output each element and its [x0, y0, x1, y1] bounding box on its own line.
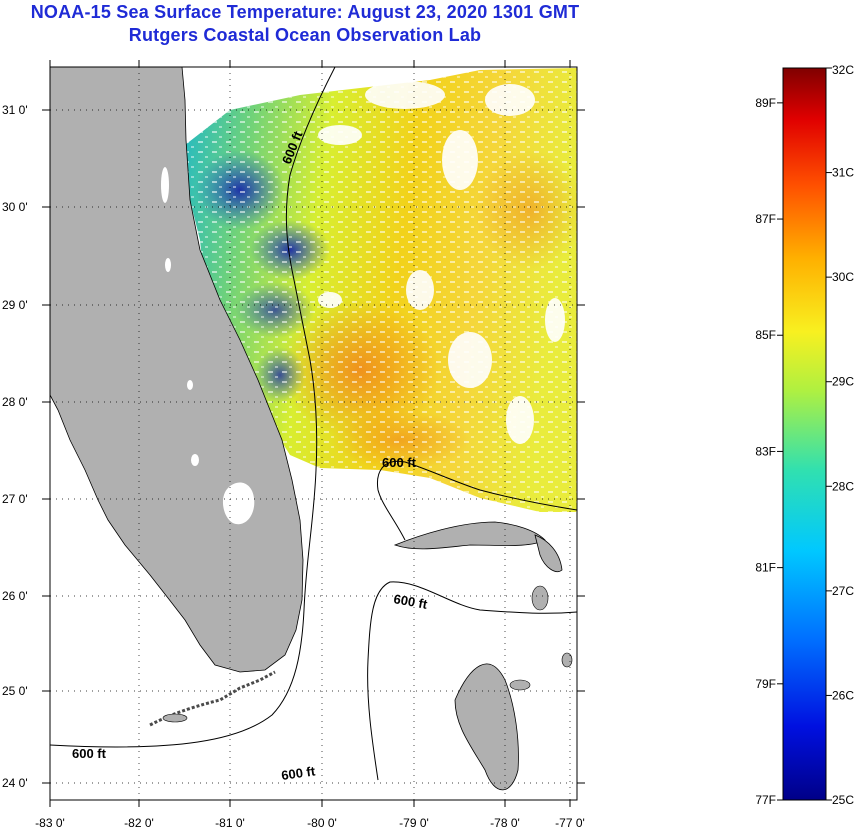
longitude-labels: -83 0' -82 0' -81 0' -80 0' -79 0' -78 0' -77 … [35, 816, 585, 830]
lat-label: 26 0' [2, 589, 28, 603]
lat-label: 28 0' [2, 395, 28, 409]
lat-label: 24 0' [2, 776, 28, 790]
colorbar-c-label: 30C [832, 270, 854, 284]
colorbar-celsius-labels: 32C 31C 30C 29C 28C 27C 26C 25C [826, 63, 854, 807]
isobath-florida-shelf [50, 67, 336, 748]
contour-label: 600 ft [72, 746, 107, 761]
axis-ticks [42, 60, 585, 807]
isobath-little-bahama-bank [376, 460, 577, 541]
colorbar-c-label: 26C [832, 688, 854, 702]
latitude-labels: 31 0' 30 0' 29 0' 28 0' 27 0' 26 0' 25 0' 24 0' [2, 103, 28, 790]
lon-label: -77 0' [555, 816, 585, 830]
lon-label: -82 0' [124, 816, 154, 830]
colorbar-c-label: 31C [832, 166, 854, 180]
colorbar-f-label: 77F [755, 793, 776, 807]
colorbar-c-label: 32C [832, 63, 854, 77]
map-frame [49, 66, 578, 801]
graticule [50, 67, 577, 800]
colorbar-c-label: 25C [832, 793, 854, 807]
lon-label: -79 0' [399, 816, 429, 830]
isobath-great-bahama-bank [367, 581, 577, 781]
lat-label: 30 0' [2, 200, 28, 214]
lat-label: 25 0' [2, 684, 28, 698]
colorbar-f-label: 87F [755, 212, 776, 226]
lat-label: 31 0' [2, 103, 28, 117]
contour-label: 600 ft [392, 591, 429, 612]
abaco-island [534, 534, 563, 572]
map-title: NOAA-15 Sea Surface Temperature: August … [30, 2, 580, 22]
contour-label: 600 ft [382, 455, 417, 470]
colorbar-f-label: 81F [755, 561, 776, 575]
lon-label: -83 0' [35, 816, 65, 830]
colorbar-c-label: 29C [832, 375, 854, 389]
colorbar-ramp [782, 67, 827, 801]
lake-okeechobee [222, 482, 255, 525]
colorbar-fahrenheit-labels: 89F 87F 85F 83F 81F 79F 77F [755, 96, 783, 807]
colorbar-c-label: 27C [832, 584, 854, 598]
florida-keys [149, 670, 276, 727]
map-subtitle: Rutgers Coastal Ocean Observation Lab [128, 25, 482, 45]
colorbar-f-label: 83F [755, 444, 776, 458]
colorbar-c-label: 28C [832, 479, 854, 493]
contour-label: 600 ft [280, 763, 316, 783]
colorbar-f-label: 89F [755, 96, 776, 110]
lon-label: -80 0' [307, 816, 337, 830]
andros-island [454, 663, 519, 791]
lat-label: 27 0' [2, 492, 28, 506]
lat-label: 29 0' [2, 298, 28, 312]
lon-label: -78 0' [490, 816, 520, 830]
colorbar-f-label: 79F [755, 677, 776, 691]
lon-label: -81 0' [215, 816, 245, 830]
colorbar-f-label: 85F [755, 328, 776, 342]
